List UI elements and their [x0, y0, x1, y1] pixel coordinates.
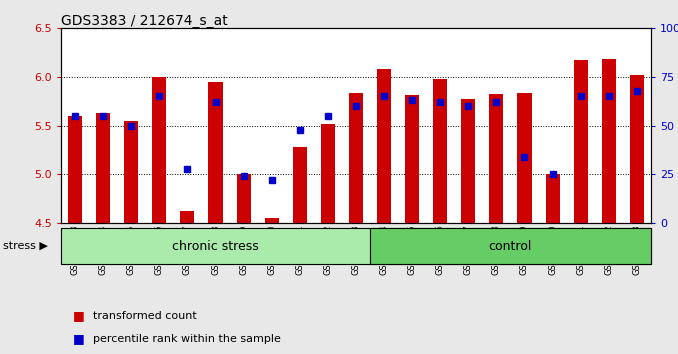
Bar: [433, 79, 447, 223]
Bar: [517, 93, 532, 223]
Bar: [630, 75, 644, 223]
Bar: [293, 147, 306, 223]
Text: transformed count: transformed count: [94, 311, 197, 321]
Text: ■: ■: [73, 332, 85, 346]
Bar: [61, 228, 370, 264]
Bar: [574, 61, 588, 223]
Bar: [377, 69, 391, 223]
Bar: [209, 82, 222, 223]
Bar: [370, 228, 651, 264]
Bar: [264, 218, 279, 223]
Bar: [546, 174, 559, 223]
Text: chronic stress: chronic stress: [172, 240, 259, 252]
Bar: [124, 121, 138, 223]
Bar: [68, 116, 82, 223]
Bar: [321, 124, 335, 223]
Text: stress ▶: stress ▶: [3, 241, 48, 251]
Bar: [601, 59, 616, 223]
Bar: [96, 113, 110, 223]
Bar: [153, 77, 166, 223]
Text: GDS3383 / 212674_s_at: GDS3383 / 212674_s_at: [61, 14, 228, 28]
Bar: [180, 211, 195, 223]
Bar: [490, 93, 503, 223]
Bar: [349, 93, 363, 223]
Bar: [405, 95, 419, 223]
Bar: [237, 174, 251, 223]
Text: ■: ■: [73, 309, 85, 322]
Text: percentile rank within the sample: percentile rank within the sample: [94, 334, 281, 344]
Text: control: control: [489, 240, 532, 252]
Bar: [461, 99, 475, 223]
